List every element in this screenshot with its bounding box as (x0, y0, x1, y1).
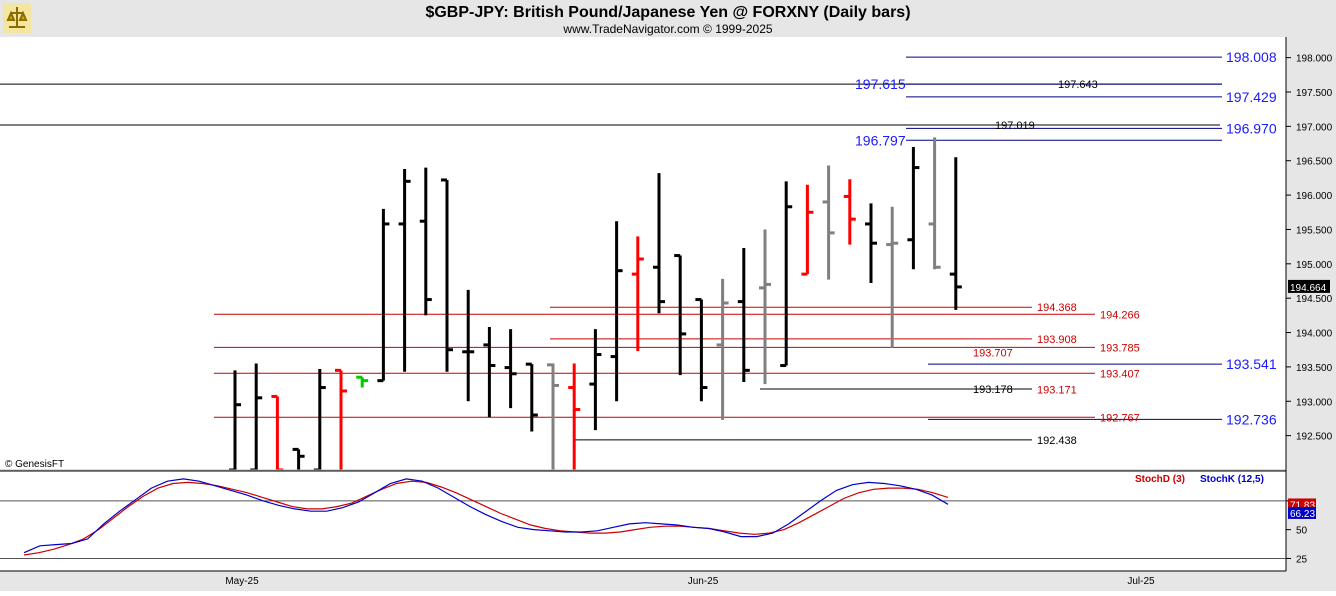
red-level-label: 193.785 (1100, 342, 1140, 354)
black-level-label: 197.643 (1058, 79, 1098, 91)
ohlc-bar (250, 363, 263, 472)
blue-level-label: 198.008 (1226, 49, 1277, 65)
red-level-label: 193.707 (973, 348, 1013, 360)
price-tick-label: 197.500 (1296, 88, 1333, 99)
x-label-may: May-25 (225, 576, 259, 587)
ohlc-bar (716, 278, 729, 420)
ohlc-bar (313, 368, 326, 472)
blue-level-label: 197.429 (1226, 89, 1277, 105)
red-level-label: 194.266 (1100, 309, 1140, 321)
price-tick-label: 196.500 (1296, 157, 1333, 168)
black-level-label: 192.438 (1037, 435, 1077, 447)
last-price-box (1288, 279, 1330, 293)
stochD-legend: StochD (3) (1135, 474, 1185, 485)
ohlc-bar (504, 329, 517, 409)
price-tick-label: 193.000 (1296, 397, 1333, 408)
stochK-line (23, 478, 949, 554)
red-level-label: 193.407 (1100, 368, 1140, 380)
price-axis: 198.000 197.500 197.000 196.500 196.000 195.5… (1286, 54, 1333, 443)
ohlc-bar (737, 248, 750, 383)
black-level-label: 197.019 (995, 120, 1035, 132)
price-tick-label: 198.000 (1296, 54, 1333, 65)
ohlc-bar (398, 168, 411, 372)
stoch-tick-label: 50 (1296, 526, 1308, 537)
chart-subtitle: www.TradeNavigator.com © 1999-2025 (562, 22, 772, 36)
ohlc-bar (377, 208, 390, 383)
levels-layer: 198.008 197.615 197.429 196.970 196.797 193.5… (0, 49, 1277, 447)
x-label-jul: Jul-25 (1127, 576, 1155, 587)
x-label-jun: Jun-25 (688, 576, 719, 587)
blue-level-label: 196.970 (1226, 120, 1277, 136)
blue-level-label: 192.736 (1226, 411, 1277, 427)
last-price-label: 194.664 (1290, 283, 1327, 294)
blue-level-label: 196.797 (855, 132, 906, 148)
stochD-line (23, 480, 949, 556)
bars-layer (229, 137, 962, 472)
ohlc-bar (843, 179, 856, 245)
ohlc-bar (335, 368, 347, 470)
stoch-tick-label: 25 (1296, 554, 1308, 565)
ohlc-bar (822, 165, 835, 280)
ohlc-bar (292, 447, 305, 470)
header-background (0, 0, 1336, 37)
watermark: © GenesisFT (5, 459, 64, 470)
ohlc-bar (525, 362, 538, 432)
price-tick-label: 195.500 (1296, 225, 1333, 236)
black-level-label: 193.178 (973, 384, 1013, 396)
price-tick-label: 197.000 (1296, 122, 1333, 133)
ohlc-bar (462, 289, 475, 402)
price-tick-label: 192.500 (1296, 432, 1333, 443)
red-level-label: 192.767 (1100, 412, 1140, 424)
stochK-value: 66.23 (1290, 509, 1315, 520)
red-level-label: 194.368 (1037, 302, 1077, 314)
ohlc-bar (271, 394, 284, 472)
ohlc-bar (695, 298, 708, 402)
ohlc-bar (547, 363, 559, 470)
ohlc-bar (419, 167, 432, 316)
ohlc-bar (865, 203, 877, 284)
ohlc-bar (674, 254, 687, 376)
red-level-label: 193.171 (1037, 385, 1077, 397)
ohlc-bar (759, 229, 771, 385)
ohlc-bar (441, 178, 453, 372)
stochK-legend: StochK (12,5) (1200, 474, 1264, 485)
ohlc-bar (631, 236, 644, 352)
ohlc-bar (568, 363, 581, 470)
ohlc-bar (653, 173, 665, 314)
ohlc-bar (928, 137, 941, 270)
price-tick-label: 193.500 (1296, 363, 1333, 374)
price-tick-label: 194.500 (1296, 294, 1333, 305)
stochK-value-box (1288, 506, 1316, 519)
price-tick-label: 196.000 (1296, 191, 1333, 202)
ohlc-bar (483, 327, 496, 418)
bottom-axis-panel (0, 571, 1336, 591)
ohlc-bar (949, 157, 962, 310)
ohlc-bar (780, 181, 793, 368)
ohlc-bar (356, 375, 369, 388)
red-level-label: 193.908 (1037, 334, 1077, 346)
chart-title: $GBP-JPY: British Pound/Japanese Yen @ F… (425, 4, 910, 21)
ohlc-bar (886, 206, 899, 348)
blue-level-label: 193.541 (1226, 356, 1277, 372)
ohlc-bar (229, 370, 241, 472)
ohlc-bar (589, 329, 602, 431)
ohlc-bar (801, 184, 814, 276)
logo-icon (3, 3, 31, 33)
price-tick-label: 194.000 (1296, 329, 1333, 340)
stochD-value: 71.83 (1290, 500, 1315, 511)
price-tick-label: 195.000 (1296, 260, 1333, 271)
blue-level-label: 197.615 (855, 76, 906, 92)
ohlc-bar (907, 146, 920, 270)
ohlc-bar (610, 221, 623, 402)
